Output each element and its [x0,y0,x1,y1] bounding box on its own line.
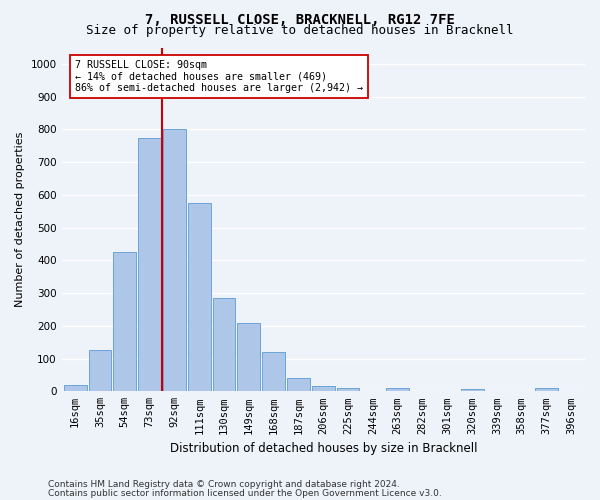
Text: Size of property relative to detached houses in Bracknell: Size of property relative to detached ho… [86,24,514,37]
Text: Contains HM Land Registry data © Crown copyright and database right 2024.: Contains HM Land Registry data © Crown c… [48,480,400,489]
X-axis label: Distribution of detached houses by size in Bracknell: Distribution of detached houses by size … [170,442,477,455]
Text: 7, RUSSELL CLOSE, BRACKNELL, RG12 7FE: 7, RUSSELL CLOSE, BRACKNELL, RG12 7FE [145,12,455,26]
Bar [461,388,484,392]
Bar [312,386,335,392]
Bar [188,203,211,392]
Bar [163,130,186,392]
Bar [64,386,86,392]
Bar [138,138,161,392]
Bar [386,388,409,392]
Bar [337,388,359,392]
Bar [238,322,260,392]
Bar [113,252,136,392]
Bar [535,388,558,392]
Text: Contains public sector information licensed under the Open Government Licence v3: Contains public sector information licen… [48,489,442,498]
Text: 7 RUSSELL CLOSE: 90sqm
← 14% of detached houses are smaller (469)
86% of semi-de: 7 RUSSELL CLOSE: 90sqm ← 14% of detached… [74,60,362,92]
Bar [89,350,112,392]
Y-axis label: Number of detached properties: Number of detached properties [15,132,25,307]
Bar [287,378,310,392]
Bar [262,352,285,392]
Bar [212,298,235,392]
